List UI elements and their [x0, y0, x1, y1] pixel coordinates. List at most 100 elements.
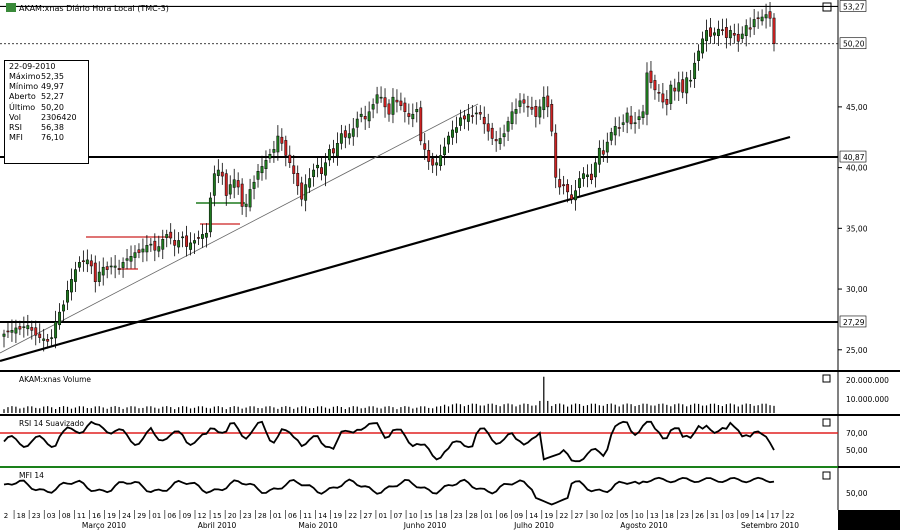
- candle[interactable]: [558, 168, 562, 195]
- candle[interactable]: [474, 106, 478, 125]
- candle[interactable]: [77, 256, 81, 272]
- candle[interactable]: [724, 18, 728, 49]
- candle[interactable]: [732, 23, 736, 44]
- candle[interactable]: [720, 18, 724, 36]
- candle[interactable]: [224, 169, 228, 206]
- candle[interactable]: [459, 109, 462, 131]
- candle[interactable]: [335, 132, 339, 166]
- candle[interactable]: [97, 261, 101, 287]
- candle[interactable]: [697, 44, 701, 71]
- candle[interactable]: [693, 52, 697, 88]
- candle[interactable]: [169, 223, 173, 245]
- candle[interactable]: [189, 232, 192, 256]
- candle[interactable]: [26, 314, 30, 336]
- candle[interactable]: [534, 99, 538, 128]
- candle[interactable]: [240, 178, 244, 215]
- candle[interactable]: [34, 320, 38, 346]
- candle[interactable]: [62, 300, 65, 322]
- candle[interactable]: [375, 86, 379, 114]
- volume-panel-icon[interactable]: [822, 374, 831, 383]
- candle[interactable]: [359, 107, 363, 123]
- maximize-icon[interactable]: [822, 2, 832, 12]
- candle[interactable]: [736, 23, 740, 52]
- candle[interactable]: [363, 105, 367, 130]
- candle[interactable]: [617, 116, 621, 137]
- candle[interactable]: [657, 84, 661, 102]
- candle[interactable]: [451, 120, 454, 145]
- candle[interactable]: [38, 323, 42, 344]
- candle[interactable]: [141, 238, 145, 263]
- candle[interactable]: [137, 243, 141, 259]
- candle[interactable]: [268, 148, 272, 163]
- candle[interactable]: [109, 257, 113, 275]
- candle[interactable]: [339, 124, 343, 150]
- candle[interactable]: [292, 154, 296, 184]
- candle[interactable]: [768, 1, 772, 27]
- candle[interactable]: [308, 168, 312, 193]
- candle[interactable]: [701, 31, 704, 59]
- candle[interactable]: [30, 320, 34, 340]
- candle[interactable]: [609, 127, 613, 146]
- candle[interactable]: [752, 9, 756, 35]
- candle[interactable]: [89, 254, 93, 275]
- candle[interactable]: [74, 261, 77, 293]
- candle[interactable]: [466, 104, 470, 131]
- candle[interactable]: [18, 320, 22, 336]
- candle[interactable]: [272, 140, 276, 163]
- candle[interactable]: [383, 88, 387, 118]
- candle[interactable]: [570, 184, 574, 204]
- candle[interactable]: [157, 235, 161, 258]
- candle[interactable]: [197, 230, 200, 246]
- candle[interactable]: [764, 3, 768, 29]
- candle[interactable]: [403, 97, 407, 123]
- candle[interactable]: [423, 133, 427, 160]
- candle[interactable]: [586, 164, 589, 188]
- candle[interactable]: [129, 245, 133, 269]
- candle[interactable]: [562, 175, 566, 195]
- candle[interactable]: [165, 229, 169, 248]
- candle[interactable]: [260, 155, 264, 181]
- candle[interactable]: [728, 25, 732, 46]
- thin-trendline[interactable]: [0, 103, 479, 354]
- candle[interactable]: [593, 156, 597, 188]
- candle[interactable]: [117, 259, 121, 275]
- candle[interactable]: [228, 175, 232, 199]
- candle[interactable]: [395, 89, 399, 113]
- candle[interactable]: [355, 111, 359, 138]
- candle[interactable]: [113, 255, 117, 279]
- candle[interactable]: [490, 122, 494, 145]
- candle[interactable]: [478, 105, 482, 120]
- candle[interactable]: [744, 19, 748, 47]
- candle[interactable]: [248, 178, 252, 212]
- candle[interactable]: [689, 70, 693, 88]
- candle[interactable]: [629, 106, 633, 130]
- candle[interactable]: [653, 74, 657, 100]
- candle[interactable]: [518, 93, 522, 114]
- candle[interactable]: [216, 159, 220, 184]
- candle[interactable]: [101, 257, 105, 286]
- candle[interactable]: [304, 174, 308, 212]
- candle[interactable]: [510, 102, 514, 130]
- candle[interactable]: [669, 80, 673, 111]
- candle[interactable]: [347, 123, 351, 145]
- candle[interactable]: [328, 144, 331, 167]
- candle[interactable]: [367, 101, 371, 129]
- rsi-panel-icon[interactable]: [822, 418, 831, 427]
- candle[interactable]: [482, 106, 486, 134]
- candle[interactable]: [70, 268, 73, 301]
- candle[interactable]: [379, 86, 383, 103]
- candle[interactable]: [105, 261, 109, 279]
- candle[interactable]: [2, 329, 6, 348]
- candle[interactable]: [399, 92, 403, 111]
- support-trendline[interactable]: [0, 135, 791, 363]
- candle[interactable]: [641, 104, 645, 125]
- candle[interactable]: [121, 257, 125, 278]
- candle[interactable]: [149, 238, 153, 252]
- candle[interactable]: [772, 13, 776, 52]
- candle[interactable]: [312, 163, 316, 187]
- candle[interactable]: [264, 150, 268, 180]
- candle[interactable]: [343, 125, 347, 149]
- candle[interactable]: [716, 20, 720, 47]
- candle[interactable]: [709, 17, 712, 44]
- candle[interactable]: [582, 167, 585, 187]
